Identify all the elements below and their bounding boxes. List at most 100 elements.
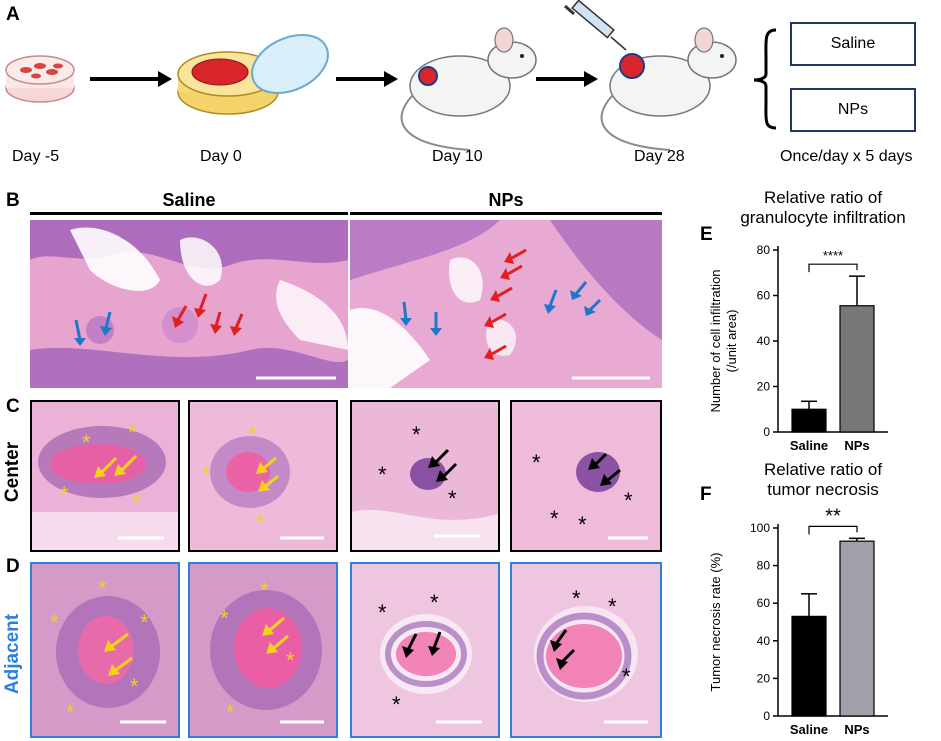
chart-f-y-tick-label: 80 <box>757 559 771 573</box>
chart-e-title-line: Relative ratio of <box>763 188 883 207</box>
chart-f-y-tick-label: 60 <box>757 596 771 610</box>
histology-image-c-saline-1: * * * * <box>30 400 180 552</box>
chart-f-significance-bracket <box>808 525 858 535</box>
group-underline <box>30 212 348 215</box>
syringe-icon <box>564 0 627 51</box>
svg-text:*: * <box>132 490 141 515</box>
svg-text:*: * <box>220 606 229 631</box>
svg-text:*: * <box>260 578 269 603</box>
svg-text:*: * <box>550 506 559 531</box>
histology-image-d-nps-2: * * * <box>510 562 662 738</box>
bracket-icon <box>753 28 777 130</box>
panel-label-b: B <box>6 190 20 211</box>
culture-dish-icon <box>5 55 75 103</box>
chart-e-y-tick-label: 80 <box>757 243 771 257</box>
chart-e-y-axis-label: Number of cell infiltration <box>708 269 723 412</box>
arrow-icon <box>90 71 172 87</box>
histology-image-d-nps-1: * * * <box>350 562 500 738</box>
schedule-label: Once/day x 5 days <box>780 148 913 165</box>
chart-f-bar <box>839 540 875 717</box>
svg-text:*: * <box>430 590 439 615</box>
arrow-icon <box>336 71 398 87</box>
svg-text:*: * <box>572 586 581 611</box>
chart-e-y-tick-label: 40 <box>757 334 771 348</box>
group-title-saline: Saline <box>162 190 216 210</box>
svg-text:*: * <box>378 462 387 487</box>
chart-f-significance-label: ** <box>825 506 841 527</box>
panel-label-a: A <box>6 4 20 25</box>
chart-e-x-tick-label: NPs <box>844 438 869 453</box>
histology-image-d-saline-1: * * * * * <box>30 562 180 738</box>
panel-label-c: C <box>6 396 20 417</box>
chart-f: 0 20 40 60 80 100 Tumor necrosis rate (%) Salin… <box>708 506 888 737</box>
svg-text:*: * <box>624 488 633 513</box>
chart-f-y-tick-label: 40 <box>757 634 771 648</box>
histology-image-b-nps <box>350 220 662 388</box>
chart-f-bar <box>791 615 827 717</box>
svg-text:*: * <box>98 576 107 601</box>
histology-image-d-saline-2: * * * * <box>188 562 338 738</box>
chart-e-y-tick-label: 60 <box>757 289 771 303</box>
panel-label-e: E <box>700 224 713 245</box>
chart-e-title-line: granulocyte infiltration <box>740 208 906 227</box>
chart-f-x-tick-label: NPs <box>844 722 869 737</box>
chart-f-title: Relative ratio of tumor necrosis <box>708 460 938 500</box>
mouse-icon <box>400 27 537 151</box>
svg-text:*: * <box>412 422 421 447</box>
panel-label-d: D <box>6 556 20 577</box>
svg-text:*: * <box>128 420 137 445</box>
chart-f-y-tick-label: 20 <box>757 671 771 685</box>
chart-f-title-line: tumor necrosis <box>767 480 879 499</box>
chart-e-significance-label: **** <box>823 248 843 263</box>
svg-text:*: * <box>202 462 211 487</box>
mouse-icon <box>600 27 737 151</box>
day-label: Day 28 <box>634 148 685 165</box>
row-label-center: Center <box>2 441 23 503</box>
panel-label-f: F <box>700 484 712 505</box>
svg-text:*: * <box>256 510 265 535</box>
svg-text:*: * <box>66 700 75 725</box>
chart-e-title: Relative ratio of granulocyte infiltrati… <box>708 188 938 228</box>
svg-text:*: * <box>448 486 457 511</box>
chart-f-y-tick-label: 100 <box>750 521 770 535</box>
arrow-icon <box>536 71 598 87</box>
chart-e-y-axis-label: (/unit area) <box>724 310 739 373</box>
histology-image-c-saline-2: * * * <box>188 400 338 552</box>
histology-image-b-saline <box>30 220 348 388</box>
svg-text:*: * <box>622 664 631 689</box>
chart-f-y-tick-label: 0 <box>763 709 770 723</box>
treatment-box-nps: NPs <box>790 88 916 132</box>
day-label: Day -5 <box>12 148 60 165</box>
chart-e-y-tick-label: 0 <box>763 425 770 439</box>
row-label-adjacent: Adjacent <box>2 613 23 695</box>
svg-text:*: * <box>608 594 617 619</box>
svg-text:*: * <box>578 512 587 537</box>
chart-f-title-line: Relative ratio of <box>763 460 883 479</box>
svg-text:*: * <box>378 600 387 625</box>
svg-text:*: * <box>392 692 401 717</box>
histology-image-c-nps-1: * * * <box>350 400 500 552</box>
svg-text:*: * <box>60 482 69 507</box>
svg-text:*: * <box>82 430 91 455</box>
svg-text:*: * <box>50 610 59 635</box>
group-underline <box>350 212 662 215</box>
histology-image-c-nps-2: * * * * <box>510 400 662 552</box>
chart-e-significance-bracket <box>808 263 858 273</box>
chart-e-x-tick-label: Saline <box>790 438 828 453</box>
group-title-nps: NPs <box>488 190 524 210</box>
chart-f-x-tick-label: Saline <box>790 722 828 737</box>
chart-e-bar <box>791 408 827 433</box>
svg-text:*: * <box>130 674 139 699</box>
day-label: Day 0 <box>200 148 242 165</box>
svg-text:*: * <box>226 700 235 725</box>
chart-f-y-axis-label: Tumor necrosis rate (%) <box>708 553 723 692</box>
treatment-box-saline: Saline <box>790 22 916 66</box>
chart-e: 0 20 40 60 80 Number of cell infiltration (/un… <box>708 243 888 453</box>
chart-e-y-tick-label: 20 <box>757 380 771 394</box>
chart-e-bar <box>839 305 875 433</box>
svg-text:*: * <box>532 450 541 475</box>
svg-text:*: * <box>140 610 149 635</box>
petri-dish-icon <box>177 33 329 115</box>
svg-text:*: * <box>286 648 295 673</box>
timeline-illustration <box>5 0 777 151</box>
